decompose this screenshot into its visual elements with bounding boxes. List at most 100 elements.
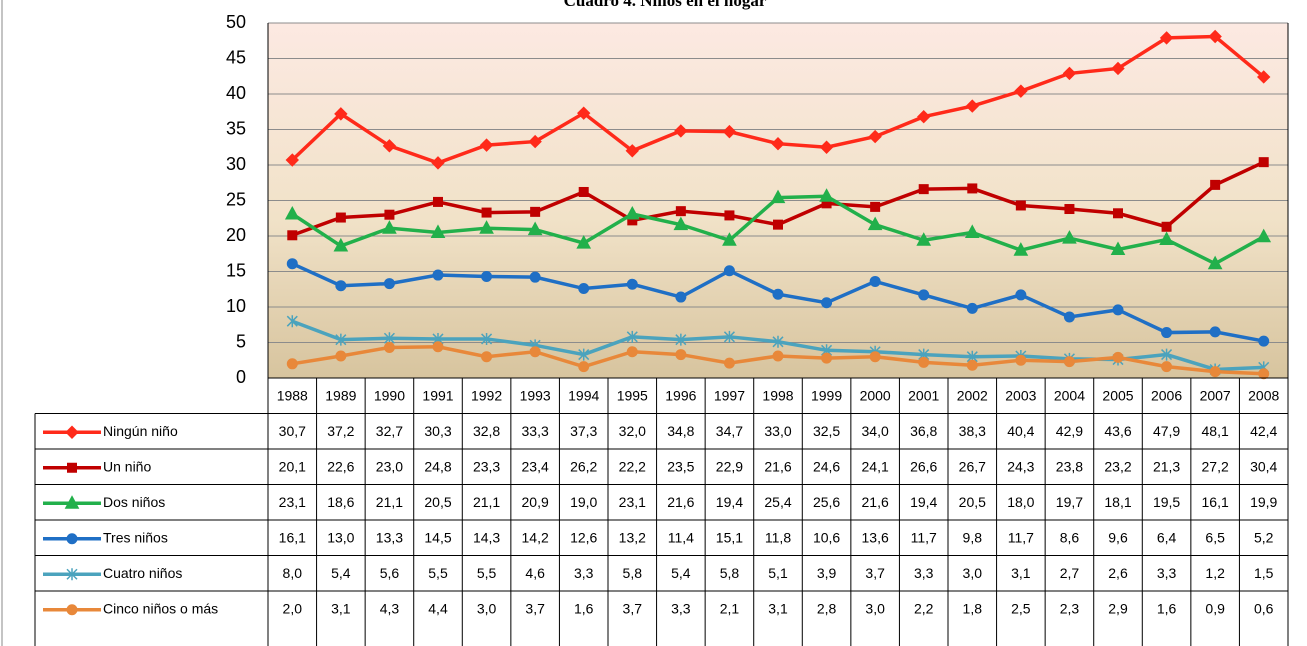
marker xyxy=(673,216,689,231)
table-value: 25,4 xyxy=(764,494,791,510)
table-value: 19,4 xyxy=(716,494,743,510)
table-value: 2,9 xyxy=(1108,600,1128,616)
marker xyxy=(284,205,300,220)
table-value: 20,1 xyxy=(279,458,306,474)
marker xyxy=(722,232,737,246)
marker xyxy=(481,351,493,363)
x-tick-label: 1998 xyxy=(762,387,793,403)
marker xyxy=(1161,221,1172,232)
table-value: 21,6 xyxy=(667,494,694,510)
legend-label: Cuatro niños xyxy=(103,565,182,581)
table-value: 23,2 xyxy=(1104,458,1131,474)
table-value: 8,0 xyxy=(283,565,303,581)
marker xyxy=(723,357,735,369)
x-tick-label: 2005 xyxy=(1102,387,1133,403)
marker xyxy=(287,230,298,241)
marker xyxy=(624,205,640,220)
table-value: 4,4 xyxy=(428,600,448,616)
marker xyxy=(382,139,397,153)
table-value: 32,0 xyxy=(619,423,646,439)
table-value: 1,2 xyxy=(1205,565,1225,581)
marker xyxy=(431,156,445,170)
y-tick-label: 25 xyxy=(226,189,246,209)
y-tick-label: 50 xyxy=(226,12,246,32)
table-value: 2,5 xyxy=(1011,600,1031,616)
table-value: 9,6 xyxy=(1108,529,1128,545)
marker xyxy=(819,140,834,154)
table-value: 19,0 xyxy=(570,494,597,510)
table-value: 6,5 xyxy=(1205,529,1225,545)
x-tick-label: 1990 xyxy=(374,387,405,403)
table-value: 6,4 xyxy=(1157,529,1177,545)
marker xyxy=(1161,327,1173,339)
legend-marker xyxy=(64,495,80,509)
table-value: 26,6 xyxy=(910,458,937,474)
marker xyxy=(870,201,881,212)
marker xyxy=(1014,84,1028,98)
table-value: 21,1 xyxy=(376,494,403,510)
marker xyxy=(772,350,784,362)
marker xyxy=(869,275,881,287)
table-value: 8,6 xyxy=(1060,529,1080,545)
marker xyxy=(867,216,883,231)
y-tick-label: 30 xyxy=(226,154,246,174)
table-value: 20,9 xyxy=(522,494,549,510)
marker xyxy=(1013,242,1029,256)
x-tick-label: 2004 xyxy=(1054,387,1085,403)
table-value: 5,5 xyxy=(477,565,497,581)
table-value: 26,2 xyxy=(570,458,597,474)
marker xyxy=(333,237,349,252)
marker xyxy=(383,278,395,290)
table-value: 1,6 xyxy=(1157,600,1177,616)
y-tick-label: 35 xyxy=(226,118,246,138)
marker xyxy=(723,265,735,277)
table-value: 42,4 xyxy=(1250,423,1277,439)
table-value: 5,8 xyxy=(623,565,643,581)
marker xyxy=(1015,289,1027,301)
marker xyxy=(626,278,638,290)
marker xyxy=(479,138,494,152)
table-value: 40,4 xyxy=(1007,423,1034,439)
x-tick-label: 1993 xyxy=(520,387,551,403)
table-value: 24,3 xyxy=(1007,458,1034,474)
x-tick-label: 1988 xyxy=(277,387,308,403)
table-value: 3,3 xyxy=(671,600,691,616)
table-value: 14,2 xyxy=(522,529,549,545)
legend-label: Tres niños xyxy=(103,529,168,545)
marker xyxy=(433,196,443,207)
marker xyxy=(1111,61,1125,76)
marker xyxy=(528,134,542,149)
marker xyxy=(285,153,299,167)
marker xyxy=(481,270,493,282)
table-value: 10,6 xyxy=(813,529,840,545)
y-tick-label: 20 xyxy=(226,225,246,245)
table-value: 24,1 xyxy=(862,458,889,474)
table-value: 19,9 xyxy=(1250,494,1277,510)
marker xyxy=(722,124,737,139)
table-value: 21,1 xyxy=(473,494,500,510)
table-value: 11,4 xyxy=(668,529,694,545)
table-value: 14,3 xyxy=(473,529,500,545)
x-tick-label: 2008 xyxy=(1248,387,1279,403)
x-tick-label: 2002 xyxy=(957,387,988,403)
marker xyxy=(576,235,592,249)
table-value: 32,7 xyxy=(376,423,403,439)
marker xyxy=(723,330,735,343)
marker xyxy=(1161,361,1173,373)
marker xyxy=(1209,366,1221,378)
marker xyxy=(1063,311,1075,323)
marker xyxy=(1110,241,1126,255)
table-value: 13,3 xyxy=(376,529,403,545)
table-value: 21,6 xyxy=(764,458,791,474)
marker xyxy=(335,280,347,292)
marker xyxy=(530,206,541,217)
marker xyxy=(335,333,347,346)
marker xyxy=(916,232,932,246)
marker xyxy=(966,359,978,371)
y-tick-label: 10 xyxy=(226,296,246,316)
table-value: 15,1 xyxy=(716,529,743,545)
marker xyxy=(1064,204,1075,215)
marker xyxy=(335,212,346,223)
marker xyxy=(917,110,931,124)
table-value: 19,7 xyxy=(1056,494,1083,510)
